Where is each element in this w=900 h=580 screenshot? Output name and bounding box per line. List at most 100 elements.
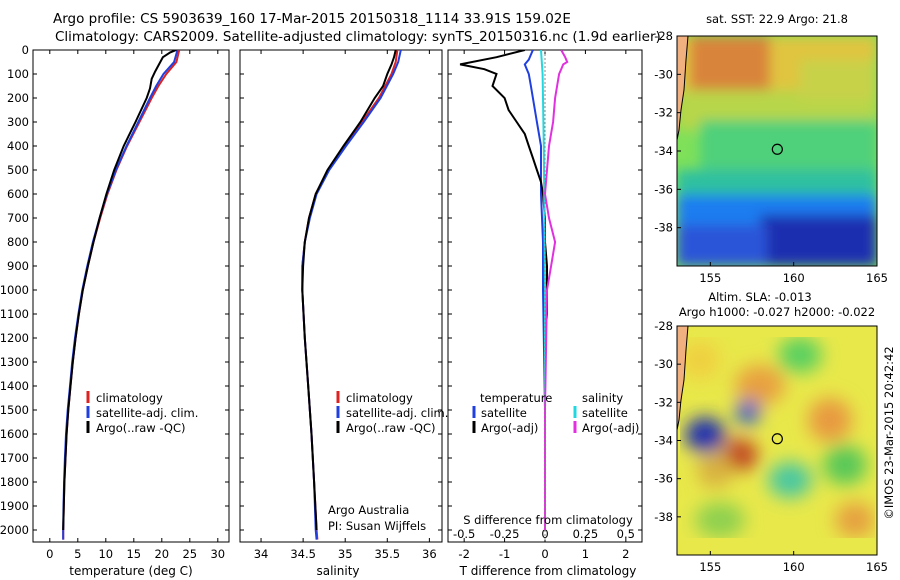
map-x-tick-label: 165 xyxy=(866,560,888,574)
credit-line2: PI: Susan Wijffels xyxy=(328,519,426,533)
sst-map-ticks: 155 160 165 -28 -30 -32 -34 -36 -38 xyxy=(654,29,888,285)
y-tick-label: 500 xyxy=(7,163,29,177)
x-tick-label: 20 xyxy=(154,547,169,561)
map-x-tick-label: 160 xyxy=(783,560,805,574)
series-line-s-argo-adj- xyxy=(543,50,569,530)
legend-argo-label: Argo(..raw -QC) xyxy=(346,421,436,435)
series-line-t-argo-adj- xyxy=(459,50,548,530)
salinity-plot-frame xyxy=(239,49,443,543)
map-y-tick-label: -36 xyxy=(654,182,673,196)
map-y-tick-label: -38 xyxy=(654,510,673,524)
x-tick-label: 2 xyxy=(622,547,629,561)
salinity-panel: 34 34.5 35 35.5 36 climatology satellite-adj… xyxy=(239,49,448,578)
x-tick-label: 15 xyxy=(126,547,141,561)
x-tick-label: 0 xyxy=(541,547,548,561)
salinity-legend: climatology satellite-adj. clim. Argo(..… xyxy=(336,391,448,435)
y-tick-label: 600 xyxy=(7,187,29,201)
x-tick-label: 35.5 xyxy=(374,547,400,561)
map-y-tick-label: -38 xyxy=(654,221,673,235)
x-tick-label: 35 xyxy=(338,547,353,561)
difference-lines xyxy=(459,50,569,542)
x-tick-label: 30 xyxy=(210,547,225,561)
legend-argo-label: Argo(..raw -QC) xyxy=(96,421,186,435)
x-tick-label: 34 xyxy=(254,547,269,561)
difference-xlabel-top: S difference from climatology xyxy=(463,513,633,527)
map-y-tick-label: -34 xyxy=(654,434,673,448)
map-y-tick-label: -32 xyxy=(654,395,673,409)
y-tick-label: 100 xyxy=(7,67,29,81)
y-tick-label: 400 xyxy=(7,139,29,153)
legend-temperature-title: temperature xyxy=(480,391,552,405)
y-tick-label: 2000 xyxy=(0,523,29,537)
header-line2: Climatology: CARS2009. Satellite-adjuste… xyxy=(55,29,661,45)
x-tick-label: 0 xyxy=(46,547,53,561)
series-line-argo-raw-qc- xyxy=(62,50,177,531)
legend-t-satellite-label: satellite xyxy=(481,406,527,420)
x-tick-label: 25 xyxy=(182,547,197,561)
map-x-tick-label: 155 xyxy=(699,271,721,285)
series-line-satellite-adj-clim- xyxy=(62,50,179,540)
sla-map-image xyxy=(677,326,877,555)
map-x-tick-label: 165 xyxy=(866,271,888,285)
sst-map-image xyxy=(677,36,877,266)
y-tick-label: 900 xyxy=(7,259,29,273)
x-tick-label: 34.5 xyxy=(290,547,316,561)
temperature-axis-ticks: 0 5 10 15 20 25 300100200300400500600700800900… xyxy=(0,43,229,561)
x-tick-label-salinity: -0.25 xyxy=(490,527,520,541)
legend-satellite-label: satellite-adj. clim. xyxy=(96,406,198,420)
y-tick-label: 1600 xyxy=(0,427,29,441)
imos-timestamp: ©IMOS 23-Mar-2015 20:42:42 xyxy=(882,346,896,519)
y-tick-label: 1300 xyxy=(0,355,29,369)
y-tick-label: 1100 xyxy=(0,307,29,321)
x-tick-label-salinity: 0.5 xyxy=(617,527,635,541)
legend-salinity-title: salinity xyxy=(582,391,623,405)
x-tick-label: 1 xyxy=(582,547,589,561)
salinity-xlabel: salinity xyxy=(316,564,359,578)
temperature-plot-frame xyxy=(32,49,230,543)
x-tick-label: -2 xyxy=(458,547,469,561)
y-tick-label: 800 xyxy=(7,235,29,249)
series-line-climatology xyxy=(301,50,399,540)
map-x-tick-label: 160 xyxy=(783,271,805,285)
series-line-satellite-adj-clim- xyxy=(301,50,402,540)
map-y-tick-label: -34 xyxy=(654,144,673,158)
y-tick-label: 0 xyxy=(22,43,29,57)
sst-map-panel: sat. SST: 22.9 Argo: 21.8 155 160 165 -28 -3… xyxy=(654,12,888,285)
y-tick-label: 1500 xyxy=(0,403,29,417)
sla-map-title1: Altim. SLA: -0.013 xyxy=(708,290,812,304)
sst-map-title: sat. SST: 22.9 Argo: 21.8 xyxy=(706,12,848,26)
difference-legend: temperature satellite Argo(-adj) salinit… xyxy=(472,391,639,435)
series-line-t-satellite xyxy=(523,50,546,530)
temperature-legend: climatology satellite-adj. clim. Argo(..… xyxy=(86,391,198,435)
y-tick-label: 1400 xyxy=(0,379,29,393)
y-tick-label: 1200 xyxy=(0,331,29,345)
sst-profile-location-marker xyxy=(771,143,783,155)
y-tick-label: 300 xyxy=(7,115,29,129)
y-tick-label: 1900 xyxy=(0,499,29,513)
legend-s-satellite-label: satellite xyxy=(582,406,628,420)
map-y-tick-label: -28 xyxy=(654,29,673,43)
legend-satellite-label: satellite-adj. clim. xyxy=(346,406,448,420)
sla-map-ticks: 155 160 165 -28 -30 -32 -34 -36 -38 xyxy=(654,319,888,574)
x-tick-label: 5 xyxy=(74,547,81,561)
header-line1: Argo profile: CS 5903639_160 17-Mar-2015… xyxy=(53,11,571,27)
x-tick-label: -1 xyxy=(499,547,510,561)
legend-climatology-label: climatology xyxy=(96,391,163,405)
salinity-axis-ticks: 34 34.5 35 35.5 36 xyxy=(240,49,442,561)
x-tick-label-salinity: 0.25 xyxy=(573,527,599,541)
legend-t-argo-label: Argo(-adj) xyxy=(481,421,538,435)
difference-xlabel: T difference from climatology xyxy=(459,564,637,578)
legend-s-argo-label: Argo(-adj) xyxy=(582,421,639,435)
temperature-lines xyxy=(62,50,181,540)
map-x-tick-label: 155 xyxy=(699,560,721,574)
map-y-tick-label: -36 xyxy=(654,472,673,486)
y-tick-label: 200 xyxy=(7,91,29,105)
salinity-lines xyxy=(301,50,402,540)
map-y-tick-label: -32 xyxy=(654,106,673,120)
map-y-tick-label: -28 xyxy=(654,319,673,333)
series-line-argo-raw-qc- xyxy=(301,50,397,531)
map-y-tick-label: -30 xyxy=(654,357,673,371)
y-tick-label: 1700 xyxy=(0,451,29,465)
